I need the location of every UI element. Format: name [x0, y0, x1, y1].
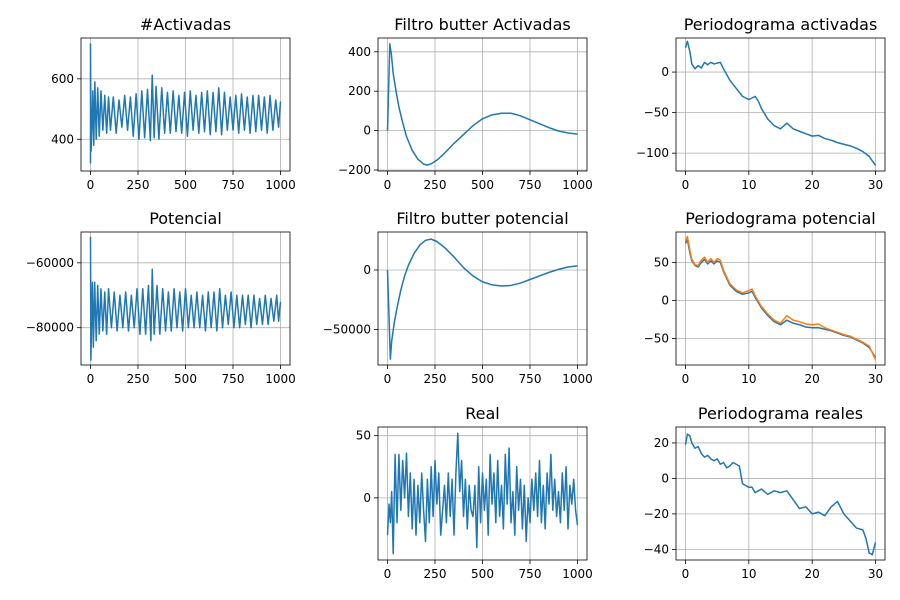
x-tick-label: 0	[384, 178, 392, 192]
x-tick-label: 250	[127, 178, 150, 192]
y-tick-label: 0	[661, 471, 669, 485]
y-tick-label: 600	[51, 72, 74, 86]
x-tick-label: 250	[424, 567, 447, 581]
y-tick-label: 50	[654, 255, 669, 269]
x-tick-label: 30	[868, 567, 883, 581]
y-tick-label: −60000	[26, 256, 74, 270]
series-line-1	[684, 40, 877, 166]
x-tick-label: 20	[805, 567, 820, 581]
x-tick-label: 0	[682, 372, 690, 386]
x-tick-label: 500	[471, 178, 494, 192]
x-tick-label: 0	[682, 567, 690, 581]
y-tick-label: 0	[661, 293, 669, 307]
y-tick-label: 400	[348, 45, 371, 59]
y-tick-label: 50	[356, 429, 371, 443]
series-line-1	[684, 433, 877, 556]
panel-periodograma-reales: Periodograma reales 0 10 20 30 −40 −20 0 20	[644, 404, 886, 581]
y-tick-label: −50	[644, 106, 669, 120]
x-tick-label: 1000	[562, 372, 593, 386]
series-line-1	[386, 432, 579, 555]
x-tick-label: 500	[471, 372, 494, 386]
y-tick-label: −50000	[323, 322, 371, 336]
y-tick-label: 0	[661, 65, 669, 79]
series-line-1	[386, 238, 578, 360]
x-tick-label: 250	[127, 372, 150, 386]
x-tick-label: 1000	[265, 372, 296, 386]
y-tick-label: −80000	[26, 321, 74, 335]
panel-title: Filtro butter potencial	[396, 209, 568, 228]
x-tick-label: 500	[174, 178, 197, 192]
y-tick-label: −40	[644, 542, 669, 556]
panel-periodograma-potencial: Periodograma potencial 0 10 20 30 −50 0 50	[644, 209, 886, 386]
y-tick-label: 0	[363, 491, 371, 505]
panel-title: #Activadas	[140, 15, 231, 34]
plot-frame	[675, 231, 886, 366]
x-tick-label: 10	[741, 567, 756, 581]
x-tick-label: 20	[805, 372, 820, 386]
x-tick-label: 0	[384, 372, 392, 386]
series-line-1	[89, 43, 282, 164]
x-tick-label: 0	[87, 178, 95, 192]
y-tick-label: 20	[654, 436, 669, 450]
panel-activadas: #Activadas 0 250 500 750 1000 400 600	[51, 15, 296, 192]
y-tick-label: −20	[644, 507, 669, 521]
y-tick-label: 200	[348, 84, 371, 98]
x-tick-label: 750	[519, 372, 542, 386]
y-tick-label: 400	[51, 132, 74, 146]
x-tick-label: 750	[519, 178, 542, 192]
panel-title: Periodograma potencial	[685, 209, 875, 228]
x-tick-label: 500	[471, 567, 494, 581]
x-tick-label: 0	[682, 178, 690, 192]
y-tick-label: 0	[363, 124, 371, 138]
panel-periodograma-activadas: Periodograma activadas 0 10 20 30 −100 −50 0	[636, 15, 886, 192]
y-tick-label: −50	[644, 331, 669, 345]
y-tick-label: −200	[338, 163, 371, 177]
x-tick-label: 0	[384, 567, 392, 581]
y-tick-label: −100	[636, 146, 669, 160]
series-line-2	[684, 235, 877, 360]
panel-title: Periodograma activadas	[684, 15, 878, 34]
x-tick-label: 1000	[265, 178, 296, 192]
x-tick-label: 10	[741, 178, 756, 192]
x-tick-label: 10	[741, 372, 756, 386]
series-line-1	[89, 236, 282, 361]
panel-real: Real 0 250 500 750 1000 0 50	[356, 404, 593, 581]
panel-title: Potencial	[149, 209, 222, 228]
x-tick-label: 250	[424, 372, 447, 386]
x-tick-label: 20	[805, 178, 820, 192]
panel-potencial: Potencial 0 250 500 750 1000 −80000 −60000	[26, 209, 296, 386]
panel-butter-potencial: Filtro butter potencial 0 250 500 750 1000 −5…	[323, 209, 593, 386]
x-tick-label: 0	[87, 372, 95, 386]
series-line-1	[386, 43, 578, 166]
plot-frame	[675, 426, 886, 561]
panel-title: Periodograma reales	[698, 404, 863, 423]
y-tick-label: 0	[363, 263, 371, 277]
x-tick-label: 250	[424, 178, 447, 192]
x-tick-label: 750	[222, 372, 245, 386]
plot-frame	[675, 37, 886, 172]
x-tick-label: 1000	[562, 567, 593, 581]
panel-butter-activadas: Filtro butter Activadas 0 250 500 750 1000 −2…	[338, 15, 593, 192]
x-tick-label: 750	[222, 178, 245, 192]
x-tick-label: 30	[868, 372, 883, 386]
x-tick-label: 1000	[562, 178, 593, 192]
x-tick-label: 750	[519, 567, 542, 581]
x-tick-label: 500	[174, 372, 197, 386]
x-tick-label: 30	[868, 178, 883, 192]
panel-title: Filtro butter Activadas	[394, 15, 570, 34]
panel-title: Real	[465, 404, 500, 423]
